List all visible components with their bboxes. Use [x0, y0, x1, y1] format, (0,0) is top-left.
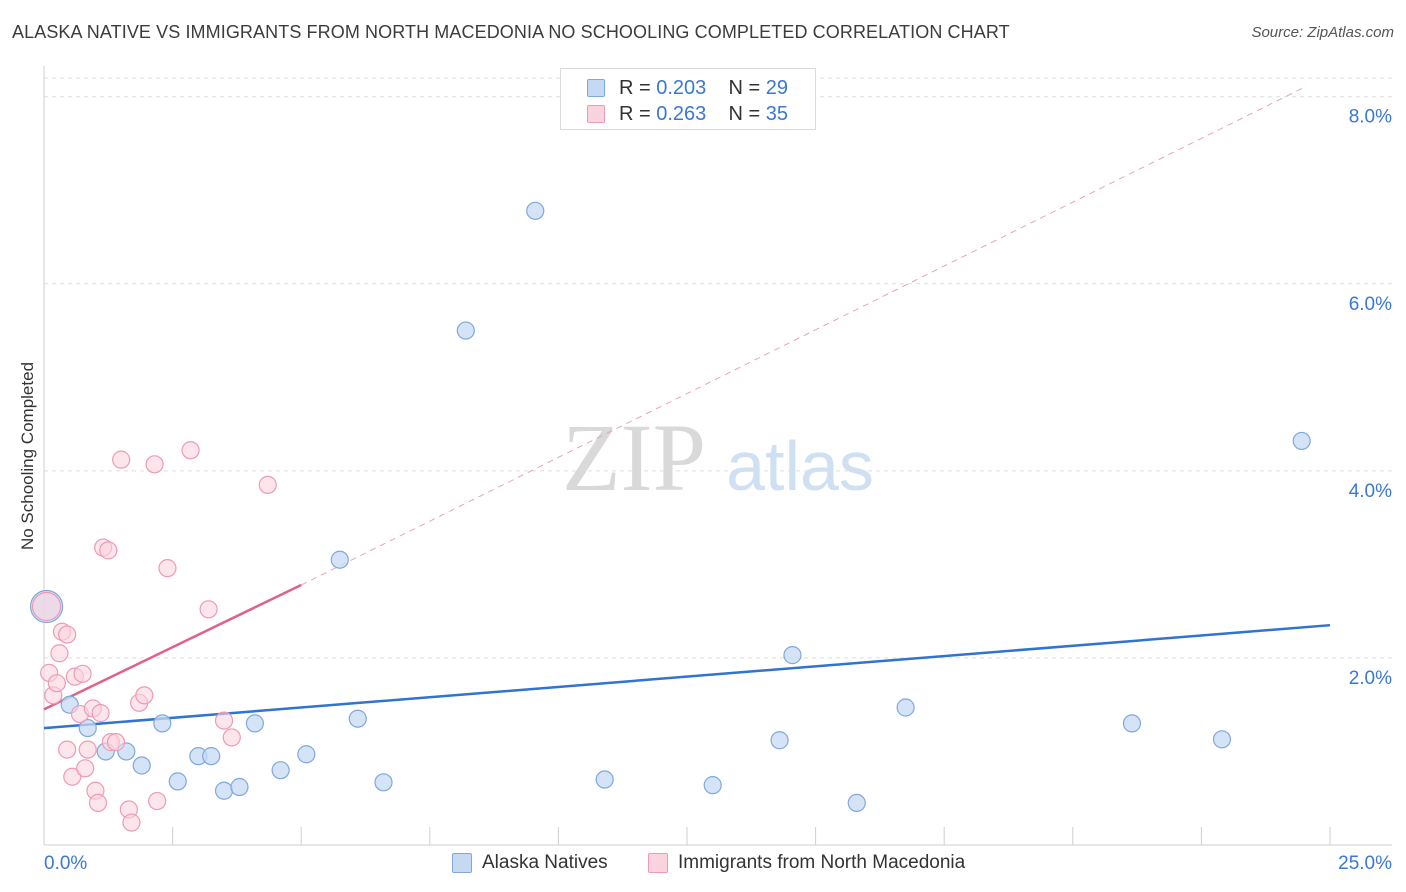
point-alaska [526, 201, 545, 220]
n-value: 35 [765, 103, 789, 125]
r-label: R = [619, 103, 651, 125]
trend-line-macedonia [43, 583, 302, 711]
correlation-legend: R = 0.203 N = 29 R = 0.263 N = 35 [560, 68, 816, 130]
point-alaska [374, 773, 393, 792]
y-tick-label: 2.0% [1349, 668, 1392, 689]
point-alaska [330, 550, 349, 569]
point-alaska [348, 709, 367, 728]
point-alaska [770, 731, 789, 750]
r-label: R = [619, 77, 651, 99]
point-alaska [1122, 714, 1142, 733]
point-alaska [847, 793, 866, 813]
trend-line-macedonia-extension [300, 86, 1305, 586]
point-alaska [595, 770, 614, 789]
point-macedonia [145, 455, 164, 474]
point-alaska [783, 646, 802, 665]
y-tick-label: 6.0% [1349, 294, 1392, 315]
point-macedonia [158, 559, 177, 578]
legend-label-macedonia: Immigrants from North Macedonia [678, 852, 966, 873]
watermark-atlas: atlas [726, 427, 874, 505]
point-macedonia [148, 791, 167, 811]
r-value: 0.203 [656, 77, 707, 99]
point-alaska [214, 781, 234, 800]
point-macedonia [122, 813, 141, 832]
legend-text-macedonia: R = 0.263 N = 35 [619, 103, 788, 126]
point-alaska [245, 714, 265, 733]
n-label: N = [728, 77, 761, 99]
point-alaska [456, 321, 475, 340]
grid-lines [44, 77, 1392, 659]
point-macedonia [199, 600, 218, 619]
point-macedonia [73, 664, 92, 683]
point-alaska [230, 777, 249, 797]
data-points [29, 201, 1311, 832]
point-macedonia [91, 704, 110, 723]
point-macedonia [58, 625, 77, 644]
y-tick-label: 4.0% [1349, 481, 1392, 502]
legend-swatch-pink [648, 853, 668, 873]
legend-label-alaska-natives: Alaska Natives [482, 852, 608, 873]
point-macedonia [181, 441, 200, 460]
point-macedonia [63, 767, 82, 786]
legend-swatch-blue [452, 853, 472, 873]
point-macedonia [135, 686, 154, 705]
point-alaska [896, 698, 915, 717]
source-label: Source: ZipAtlas.com [1251, 24, 1394, 41]
n-value: 29 [765, 77, 789, 99]
point-macedonia [222, 728, 241, 747]
point-alaska [153, 714, 172, 733]
point-macedonia [99, 541, 118, 560]
legend-swatch-blue [587, 79, 605, 97]
x-tick-label: 25.0% [1338, 853, 1392, 874]
point-macedonia [258, 475, 277, 494]
trend-lines [43, 86, 1331, 730]
point-macedonia [112, 450, 131, 469]
legend-swatch-pink [587, 105, 605, 123]
point-alaska [78, 718, 97, 738]
point-macedonia [47, 674, 66, 693]
point-alaska [297, 745, 316, 764]
point-macedonia [50, 644, 69, 663]
point-alaska [703, 776, 722, 795]
point-macedonia [214, 711, 234, 730]
point-alaska [1292, 431, 1311, 451]
point-alaska [168, 772, 187, 791]
tick-labels: 2.0% 4.0% 6.0% 8.0% 0.0% 25.0% [44, 107, 1392, 874]
point-macedonia [106, 733, 126, 752]
y-tick-label: 8.0% [1349, 107, 1392, 128]
point-macedonia [78, 740, 97, 759]
point-macedonia [76, 759, 95, 778]
point-macedonia [88, 793, 108, 813]
r-value: 0.263 [656, 103, 707, 125]
point-alaska [1212, 730, 1232, 749]
watermark-zip: ZIP [562, 404, 706, 511]
trend-line-alaska [43, 623, 1331, 730]
point-alaska [271, 761, 290, 780]
x-tick-label: 0.0% [44, 853, 87, 874]
point-alaska [202, 747, 221, 766]
chart-title: ALASKA NATIVE VS IMMIGRANTS FROM NORTH M… [12, 22, 1010, 42]
axes [43, 66, 1392, 846]
legend-text-alaska: R = 0.203 N = 29 [619, 77, 788, 100]
point-alaska [132, 756, 151, 775]
point-macedonia [31, 591, 62, 622]
point-macedonia [58, 740, 77, 759]
n-label: N = [728, 103, 761, 125]
